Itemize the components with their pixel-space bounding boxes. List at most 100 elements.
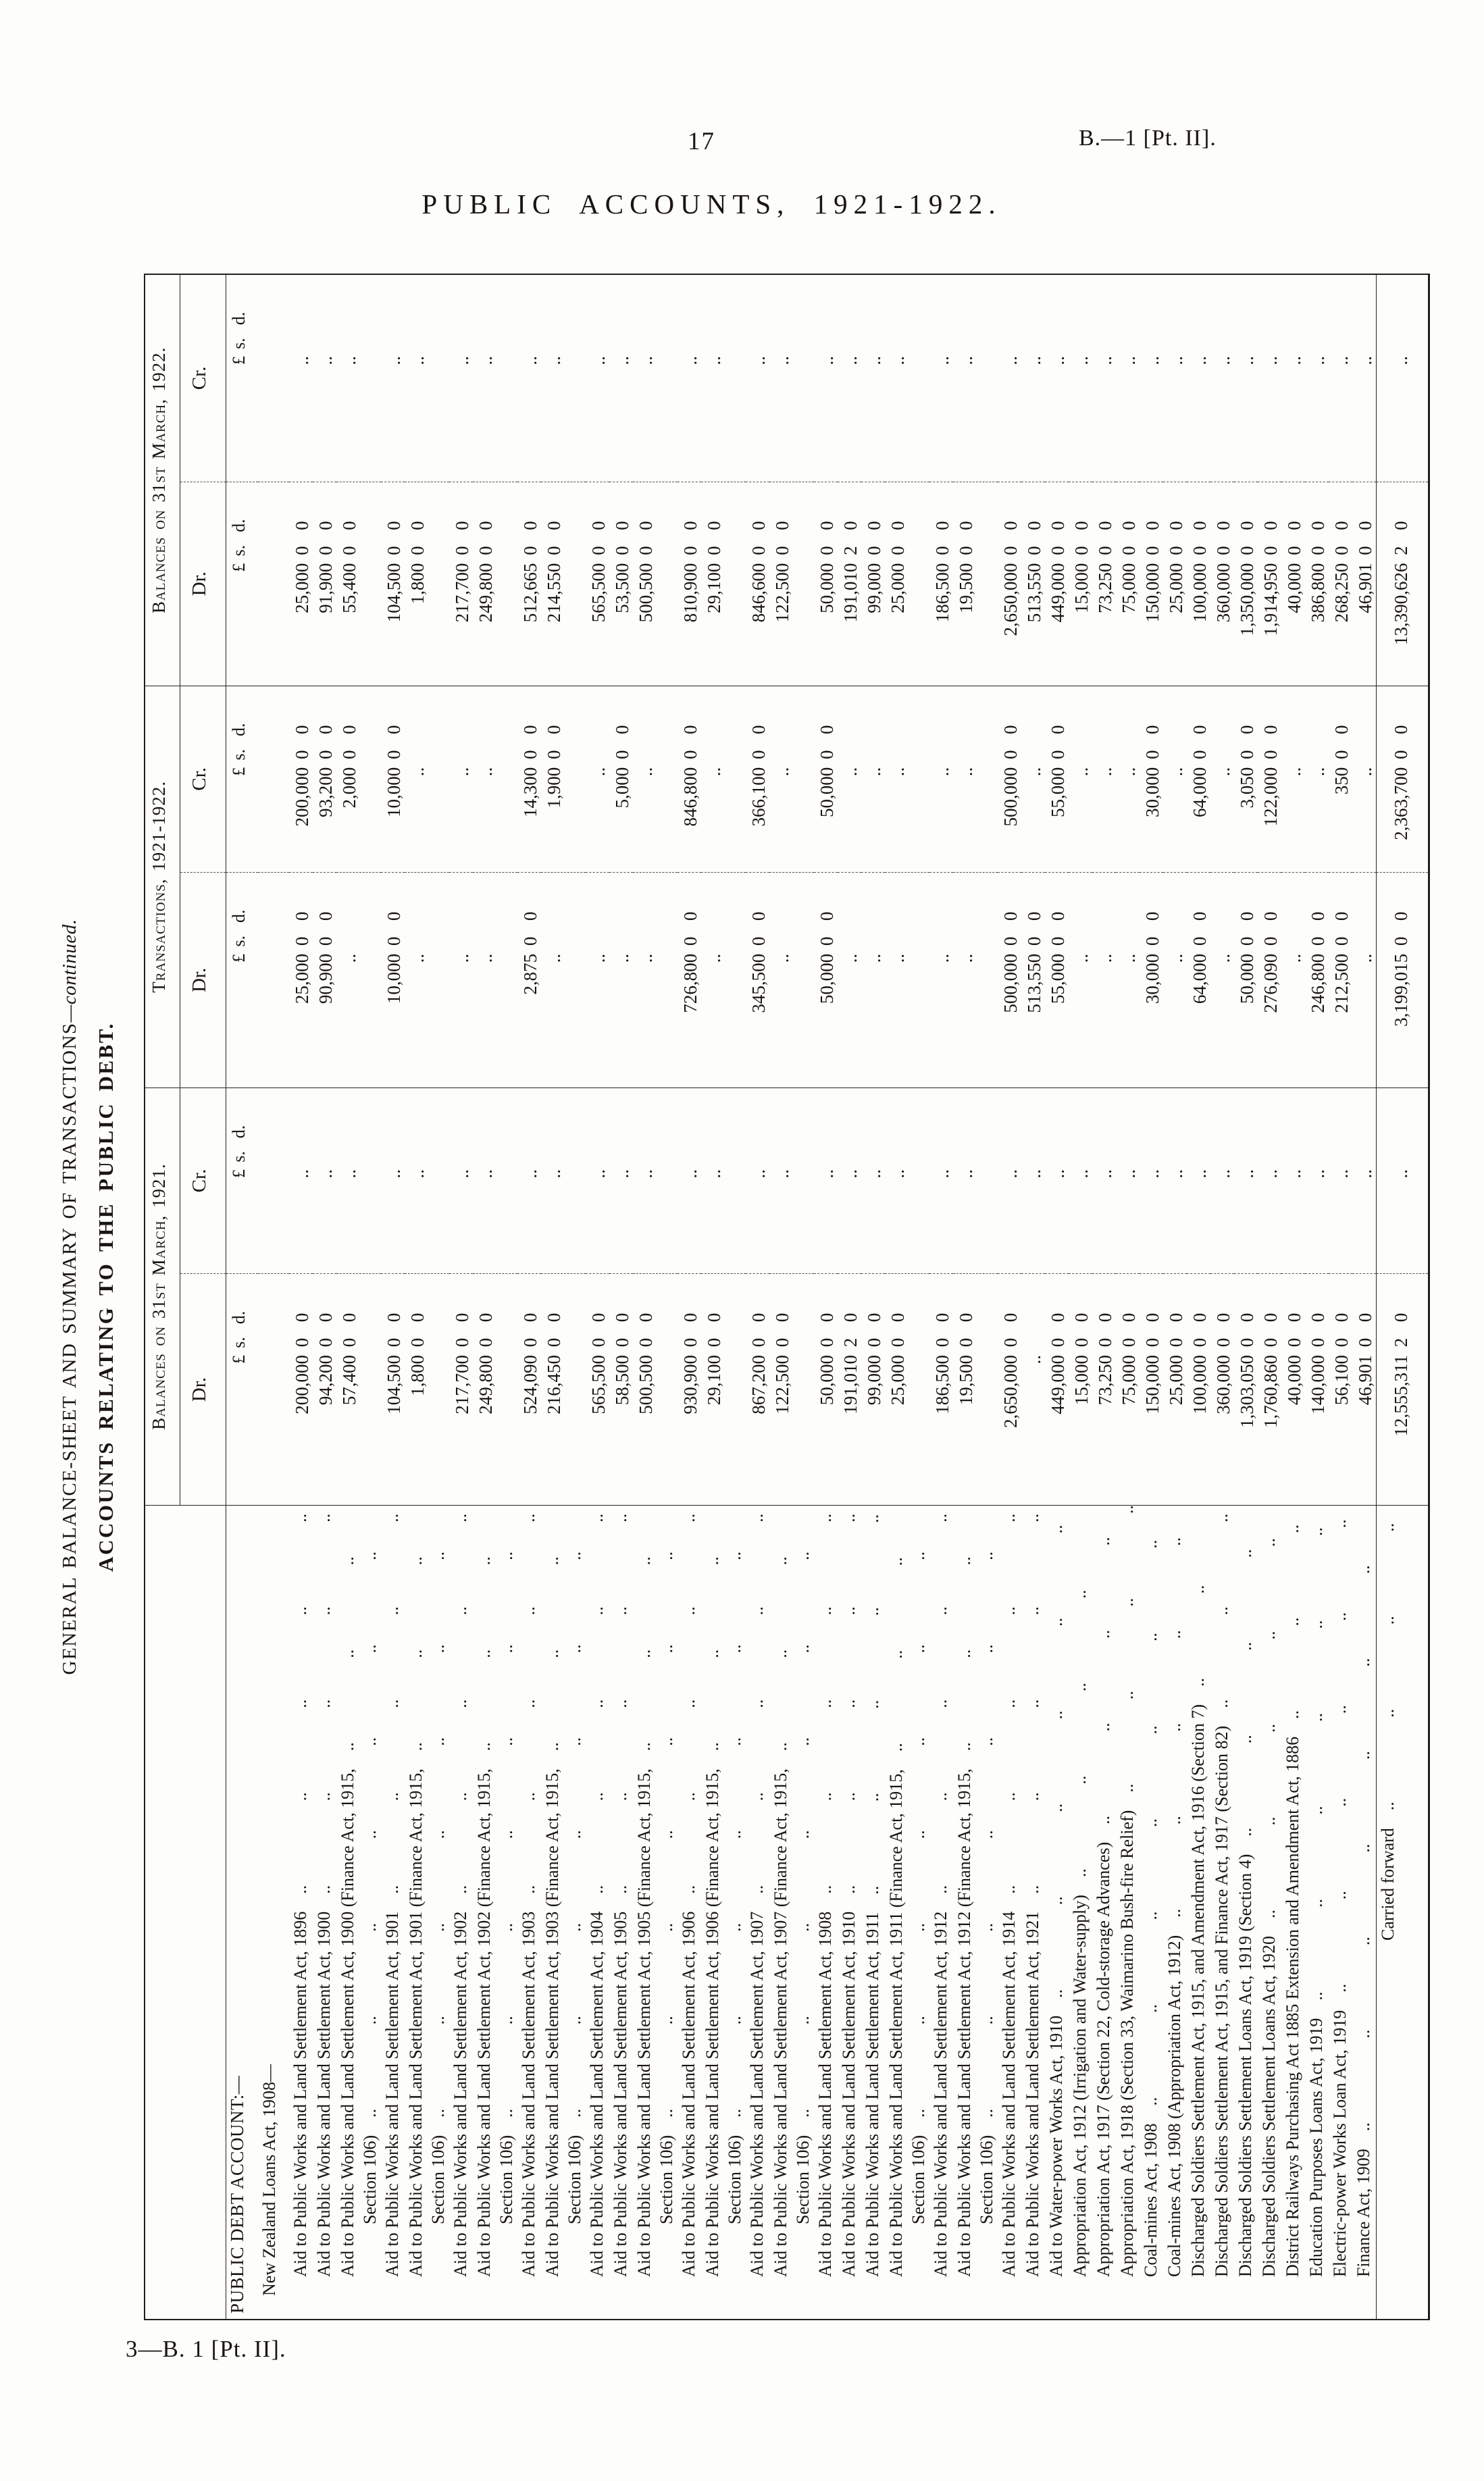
- spacer: [680, 482, 701, 513]
- amount-value: 186,500: [932, 563, 952, 623]
- amount: 930,900 0 0: [677, 1274, 701, 1505]
- shillings-value: [840, 1144, 861, 1169]
- amount-value: 10,000: [384, 953, 404, 1004]
- spacer: [228, 275, 250, 306]
- amount: ..: [633, 275, 657, 482]
- shillings-value: 0: [1142, 546, 1162, 555]
- shillings-value: [748, 331, 769, 356]
- shillings-value: [1165, 1144, 1187, 1169]
- amount-cell: ..: [1305, 1088, 1329, 1274]
- account-name: Aid to Public Works and Land Settlement …: [1023, 1911, 1042, 2277]
- spacer: [1189, 686, 1210, 717]
- spacer: [1283, 1088, 1305, 1119]
- amount: 249,800 0 0: [473, 1274, 496, 1505]
- pence-value: [703, 904, 725, 929]
- spacer: [383, 482, 405, 513]
- spacer: [1118, 1088, 1140, 1119]
- account-name: Section 106): [496, 2134, 516, 2224]
- shillings-value: [475, 929, 496, 954]
- pence-value: [1118, 306, 1140, 331]
- account-name: Aid to Public Works and Land Settlement …: [587, 1911, 607, 2277]
- spacer: [1260, 275, 1281, 306]
- spacer: [680, 1274, 701, 1305]
- amount-value: ..: [817, 356, 837, 365]
- amount-value: 25,000: [292, 563, 312, 613]
- spacer: [1047, 686, 1069, 717]
- pence-value: 0: [772, 521, 792, 530]
- amount-cell: 104,500 0 0: [381, 1273, 405, 1506]
- amount: 30,000 0 0: [1140, 686, 1163, 872]
- amount-value: 10,000: [384, 767, 404, 817]
- account-name-line: Aid to Public Works and Land Settlement …: [541, 1506, 563, 2319]
- account-name: Section 106): [360, 2134, 380, 2224]
- pence-value: [1094, 904, 1116, 929]
- account-name-line: Electric-power Works Loan Act, 1919: [1329, 1506, 1351, 2319]
- amount-cell: 2,363,700 0 0: [1376, 686, 1429, 873]
- spacer: [451, 1274, 473, 1305]
- account-name: Aid to Public Works and Land Settlement …: [771, 1768, 790, 2277]
- pence-value: [1212, 1119, 1234, 1144]
- spacer: [1283, 1274, 1305, 1305]
- amount-value: 122,500: [772, 1355, 792, 1414]
- amount-cell: ..: [1045, 274, 1069, 482]
- shillings-value: 0: [315, 936, 336, 946]
- spacer: [1331, 275, 1352, 306]
- amount: ..: [701, 275, 725, 482]
- shillings-value: 2: [1391, 546, 1411, 555]
- spacer: [588, 1088, 609, 1119]
- pence-value: 0: [1119, 1312, 1139, 1323]
- amount: 40,000 0 0: [1281, 482, 1305, 686]
- account-name-cell: Aid to Public Works and Land Settlement …: [289, 1506, 313, 2320]
- shillings-value: [407, 331, 428, 356]
- amount: 276,090 0 0: [1258, 873, 1281, 1088]
- shillings-value: [816, 331, 838, 356]
- amount-value: 386,800: [1308, 563, 1328, 623]
- amount-value: ..: [956, 767, 976, 777]
- account-name-line: Aid to Public Works and Land Settlement …: [517, 1506, 540, 2319]
- shillings-value: [1094, 331, 1116, 356]
- amount-cell: ..: [929, 872, 953, 1088]
- shillings-value: 0: [748, 546, 769, 555]
- spacer: [1000, 1274, 1021, 1305]
- amount: ..: [1377, 1088, 1412, 1273]
- dot-leader: [1352, 1506, 1375, 2149]
- amount: ..: [1352, 873, 1376, 1088]
- shillings-value: 0: [1048, 750, 1068, 760]
- amount: ..: [1329, 275, 1352, 482]
- account-name: Aid to Public Works and Land Settlement …: [451, 1911, 470, 2277]
- shillings-value: [1390, 1144, 1412, 1169]
- pence-value: [887, 717, 909, 742]
- pence-value: [588, 904, 609, 929]
- amount-value: ..: [1308, 1169, 1328, 1179]
- shillings-value: [1047, 331, 1069, 356]
- shillings-value: 0: [1260, 1337, 1281, 1348]
- shillings-value: [315, 1144, 336, 1169]
- account-name: Aid to Water-power Works Act, 1910: [1046, 2015, 1066, 2277]
- pence-value: [407, 306, 428, 331]
- amount: ..: [1069, 1088, 1092, 1273]
- spacer: [748, 873, 769, 904]
- account-name-line: Education Purposes Loans Act, 1919: [1305, 1506, 1327, 2319]
- spacer: [931, 873, 953, 904]
- amount: 55,000 0 0: [1045, 873, 1069, 1088]
- amount-value: 1,800: [407, 1355, 428, 1396]
- spacer: [1000, 873, 1021, 904]
- shillings-value: [840, 929, 861, 954]
- shillings-value: [816, 1144, 838, 1169]
- account-name: Aid to Public Works and Land Settlement …: [474, 1768, 494, 2277]
- pence-value: [383, 306, 405, 331]
- shillings-value: [1283, 331, 1305, 356]
- shillings-value: 0: [1071, 1337, 1092, 1348]
- amount-cell: ..: [953, 274, 998, 482]
- amount: ..: [814, 275, 838, 482]
- dot-leader: [655, 1506, 677, 2135]
- account-name-line: Aid to Public Works and Land Settlement …: [336, 1506, 359, 2319]
- spacer: [1189, 482, 1210, 513]
- amount: 513,550 0 0: [1021, 482, 1045, 686]
- currency-units-cell: £ s. d.: [226, 686, 258, 873]
- table-row: Aid to Public Works and Land Settlement …: [814, 274, 838, 2320]
- account-name-cell: New Zealand Loans Act, 1908—: [258, 1506, 289, 2320]
- amount: 93,200 0 0: [313, 686, 336, 872]
- shillings-value: [1118, 1144, 1140, 1169]
- shillings-value: 0: [1166, 546, 1186, 555]
